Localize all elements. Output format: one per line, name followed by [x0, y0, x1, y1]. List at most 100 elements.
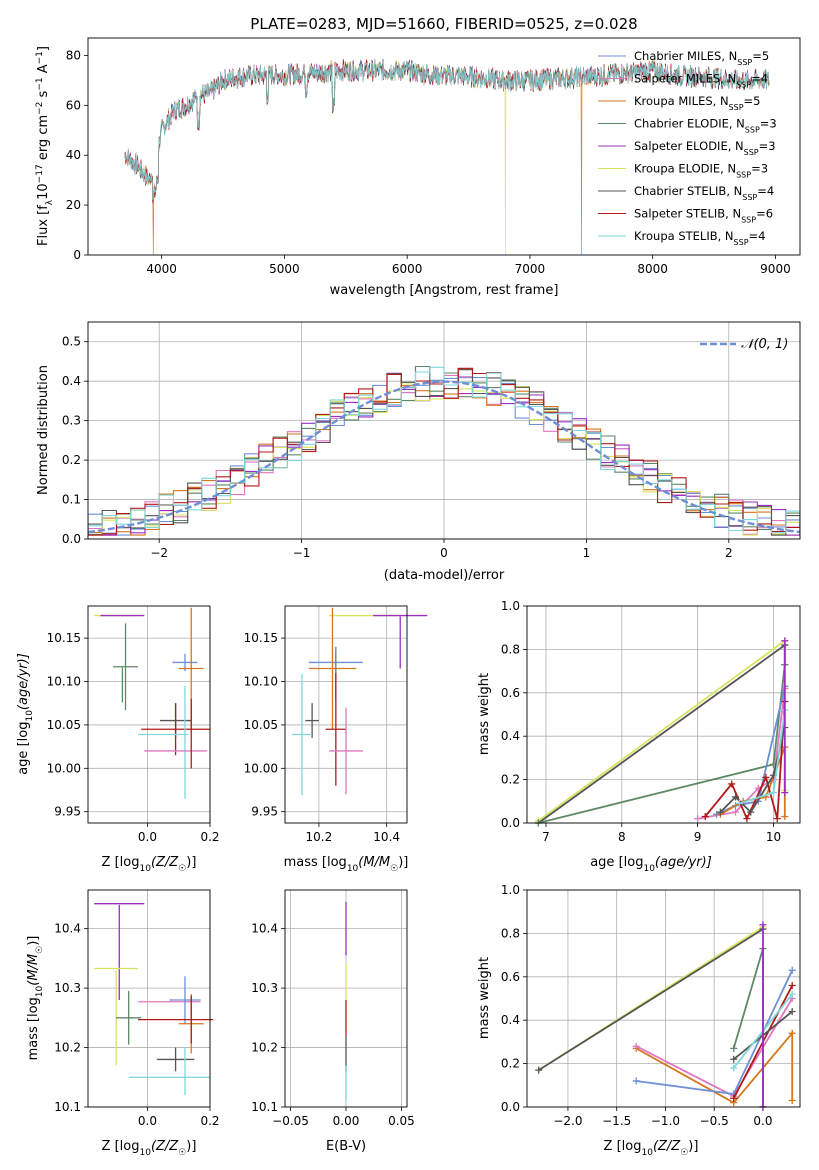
weight-marker — [788, 990, 796, 998]
weight-marker — [788, 981, 796, 989]
legend-name: Chabrier MILES, N — [634, 49, 737, 63]
legend-sub: SSP — [737, 58, 752, 67]
legend-label: Chabrier ELODIE, NSSP=3 — [634, 117, 777, 135]
weight-marker — [730, 1044, 738, 1052]
weight-marker — [781, 637, 789, 645]
y-tick-label: 0.3 — [62, 414, 81, 428]
legend-label: Salpeter STELIB, NSSP=6 — [634, 207, 773, 225]
legend-sub: SSP — [742, 193, 757, 202]
x-tick-label: 0.2 — [200, 1114, 219, 1128]
y-tick-label: 0.5 — [62, 335, 81, 349]
y-tick-label: 0.8 — [501, 926, 520, 940]
y-tick-label: 10.2 — [251, 1041, 278, 1055]
y-tick-label: 40 — [66, 148, 81, 162]
mass-vs-metallicity-panel: 0.0 0.2 10.1 10.2 10.3 10.4 — [54, 889, 220, 1128]
y-tick-label: 0.6 — [501, 970, 520, 984]
legend-name: Salpeter ELODIE, N — [634, 139, 744, 153]
weight-marker — [773, 815, 781, 823]
weight-marker — [730, 1064, 738, 1072]
histogram-frame — [87, 321, 801, 540]
wZ-xlabel: Z [log10(Z/Z☉)] — [604, 1139, 699, 1158]
weight-marker — [735, 799, 743, 807]
y-tick-label: 10.10 — [244, 675, 278, 689]
legend-suffix: =5 — [752, 49, 769, 63]
y-tick-label: 9.95 — [251, 805, 278, 819]
legend-suffix: =4 — [749, 229, 766, 243]
weight-marker — [632, 1042, 640, 1050]
wAge-xlabel: age [log10(age/yr)] — [590, 855, 712, 874]
y-tick-label: 20 — [66, 198, 81, 212]
x-tick-label: 10.4 — [373, 830, 400, 844]
legend-label: Kroupa STELIB, NSSP=4 — [634, 229, 765, 247]
ageZ-ylabel: age [log10(age/yr)] — [16, 653, 35, 775]
legend-suffix: =3 — [760, 117, 777, 131]
small-panel-labels: Z [log10(Z/Z☉)] age [log10(age/yr)] mass… — [16, 653, 712, 1158]
legend-name: Kroupa ELODIE, N — [634, 162, 736, 176]
weight-marker — [743, 815, 751, 823]
y-tick-label: 0 — [73, 248, 81, 262]
legend-label: Salpeter MILES, NSSP=4 — [634, 72, 768, 90]
weight-series-line — [537, 638, 786, 822]
mE-xlabel: E(B-V) — [326, 1139, 366, 1154]
x-tick-label: 5000 — [269, 262, 300, 276]
mass-weight-vs-age-panel: 7 8 9 10 0.0 0.2 0.4 0.6 0.8 1.0 — [501, 599, 801, 844]
legend-suffix: =4 — [751, 72, 768, 86]
spectrum-panel: PLATE=0283, MJD=51660, FIBERID=0525, z=0… — [35, 15, 801, 298]
x-tick-label: 9000 — [760, 262, 791, 276]
weight-marker — [632, 1077, 640, 1085]
x-tick-label: 2 — [725, 546, 733, 560]
legend-name: Chabrier ELODIE, N — [634, 117, 745, 131]
histogram-legend: 𝒩(0, 1) — [700, 337, 788, 352]
weight-series-line — [538, 925, 764, 1107]
x-tick-label: 8 — [618, 830, 626, 844]
weight-marker — [769, 789, 777, 797]
x-tick-label: −1 — [293, 546, 311, 560]
age-vs-mass-panel: 10.2 10.4 9.95 10.00 10.05 10.10 10.15 — [244, 605, 428, 844]
weight-marker — [732, 808, 740, 816]
legend-label: Chabrier STELIB, NSSP=4 — [634, 184, 774, 202]
spectrum-xlabel: wavelength [Angstrom, rest frame] — [330, 283, 559, 298]
legend-name: Salpeter MILES, N — [634, 72, 736, 86]
weight-marker — [762, 773, 770, 781]
weight-marker — [788, 1008, 796, 1016]
ageM-xlabel: mass [log10(M/M☉)] — [284, 855, 409, 874]
mZ-xlabel: Z [log10(Z/Z☉)] — [102, 1139, 197, 1158]
weight-marker — [701, 812, 709, 820]
spectrum-series-line — [124, 61, 770, 200]
x-tick-label: 0.0 — [138, 830, 157, 844]
y-tick-label: 60 — [66, 98, 81, 112]
weight-marker — [747, 808, 755, 816]
y-tick-label: 0.4 — [501, 1013, 520, 1027]
y-tick-label: 10.05 — [244, 718, 278, 732]
legend-name: Salpeter STELIB, N — [634, 207, 741, 221]
legend-label: Chabrier MILES, NSSP=5 — [634, 49, 769, 67]
legend-suffix: =4 — [757, 184, 774, 198]
legend-sub: SSP — [736, 170, 751, 179]
y-tick-label: 10.2 — [54, 1041, 81, 1055]
normal-reference-curve — [87, 380, 801, 534]
x-tick-label: 0.05 — [388, 1114, 415, 1128]
legend-label: Salpeter ELODIE, NSSP=3 — [634, 139, 776, 157]
histogram-ylabel: Normed distribution — [36, 365, 51, 495]
weight-marker — [730, 1055, 738, 1063]
x-tick-label: 10 — [766, 830, 781, 844]
weight-marker — [788, 1029, 796, 1037]
y-tick-label: 0.2 — [501, 773, 520, 787]
y-tick-label: 9.95 — [54, 805, 81, 819]
wAge-ylabel: mass weight — [477, 673, 492, 755]
x-tick-label: 7 — [542, 830, 550, 844]
panel-frame — [87, 605, 211, 824]
y-tick-label: 0.4 — [501, 729, 520, 743]
spectrum-ylabel: Flux [fλ10−17 erg cm−2 s−1 A−1] — [35, 46, 55, 246]
x-tick-label: 0.0 — [138, 1114, 157, 1128]
legend-label-normal: 𝒩(0, 1) — [741, 337, 788, 352]
y-tick-label: 10.3 — [251, 981, 278, 995]
y-tick-label: 1.0 — [501, 599, 520, 613]
x-tick-label: 7000 — [515, 262, 546, 276]
y-tick-label: 10.4 — [54, 922, 81, 936]
weight-marker — [728, 780, 736, 788]
panel-frame — [526, 889, 801, 1108]
legend-label: Kroupa ELODIE, NSSP=3 — [634, 162, 768, 180]
age-vs-metallicity-panel: 0.0 0.2 9.95 10.00 10.05 10.10 10.15 — [47, 605, 220, 844]
